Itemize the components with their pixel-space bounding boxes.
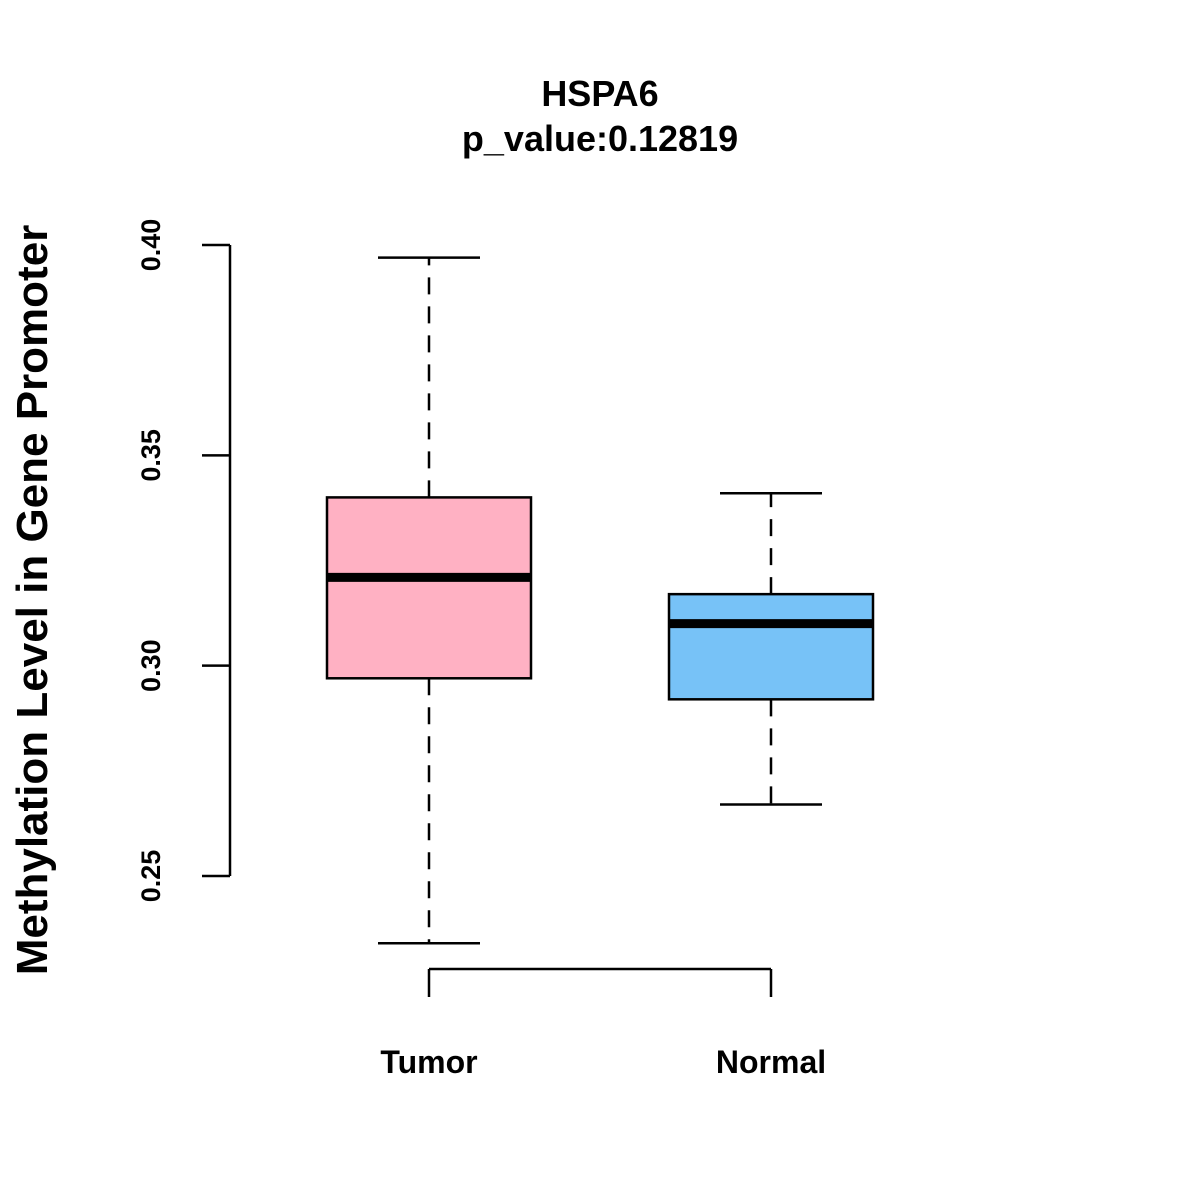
box-tumor: [325, 256, 533, 945]
y-tick-label: 0.40: [136, 219, 166, 272]
boxes: [325, 256, 875, 945]
x-tick-label-normal: Normal: [716, 1044, 826, 1080]
y-axis: 0.25 0.30 0.35 0.40: [136, 219, 232, 903]
chart-subtitle: p_value:0.12819: [462, 118, 738, 159]
iqr-box: [667, 592, 875, 701]
chart-title: HSPA6: [541, 73, 658, 114]
y-axis-label: Methylation Level in Gene Promoter: [8, 225, 57, 976]
x-axis: Tumor Normal: [380, 967, 826, 1080]
iqr-box: [325, 496, 533, 680]
x-tick-label-tumor: Tumor: [380, 1044, 477, 1080]
y-tick-label: 0.25: [136, 850, 166, 903]
box-normal: [667, 491, 875, 806]
y-tick-label: 0.35: [136, 429, 166, 482]
y-tick-label: 0.30: [136, 639, 166, 692]
